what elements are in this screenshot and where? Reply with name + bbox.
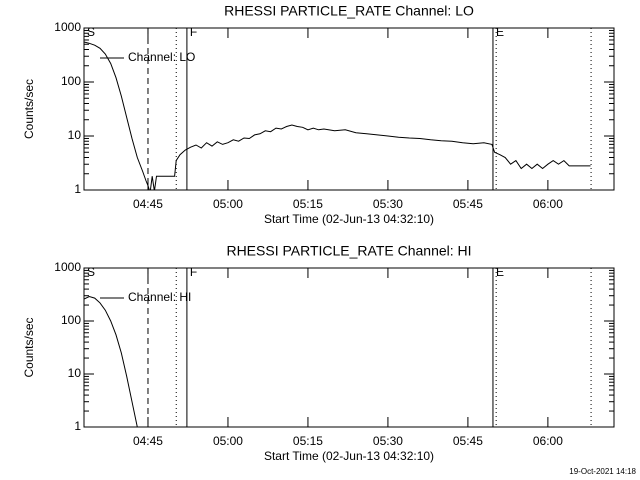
y-tick-label: 100 bbox=[61, 74, 81, 88]
x-tick-label: 04:45 bbox=[133, 197, 163, 211]
x-axis-title: Start Time (02-Jun-13 04:32:10) bbox=[264, 212, 434, 226]
event-marker: S bbox=[87, 25, 95, 39]
chart-title: RHESSI PARTICLE_RATE Channel: LO bbox=[224, 3, 474, 19]
y-axis-title: Counts/sec bbox=[22, 79, 36, 139]
x-axis-title: Start Time (02-Jun-13 04:32:10) bbox=[264, 449, 434, 463]
chart-title: RHESSI PARTICLE_RATE Channel: HI bbox=[226, 243, 471, 259]
timestamp: 19-Oct-2021 14:18 bbox=[569, 467, 636, 476]
x-tick-label: 05:30 bbox=[373, 434, 403, 448]
event-marker: E bbox=[496, 25, 504, 39]
y-tick-label: 100 bbox=[61, 313, 81, 327]
x-tick-label: 06:00 bbox=[533, 434, 563, 448]
x-tick-label: 05:00 bbox=[213, 197, 243, 211]
y-tick-label: 10 bbox=[68, 128, 82, 142]
x-tick-label: 05:30 bbox=[373, 197, 403, 211]
x-tick-label: 05:45 bbox=[453, 434, 483, 448]
y-tick-label: 1 bbox=[74, 419, 81, 433]
x-tick-label: 04:45 bbox=[133, 434, 163, 448]
y-tick-label: 10 bbox=[68, 366, 82, 380]
x-tick-label: 05:15 bbox=[293, 197, 323, 211]
plot-frame bbox=[83, 27, 615, 191]
event-marker: E bbox=[496, 265, 504, 279]
y-tick-label: 1000 bbox=[54, 20, 81, 34]
y-axis-title: Counts/sec bbox=[22, 317, 36, 377]
event-marker: F bbox=[190, 265, 197, 279]
event-marker: S bbox=[87, 265, 95, 279]
y-tick-label: 1000 bbox=[54, 260, 81, 274]
event-marker: F bbox=[190, 25, 197, 39]
data-line bbox=[84, 41, 591, 190]
data-line bbox=[84, 295, 138, 427]
legend-label: Channel: HI bbox=[128, 290, 191, 304]
x-tick-label: 05:00 bbox=[213, 434, 243, 448]
x-tick-label: 05:15 bbox=[293, 434, 323, 448]
x-tick-label: 05:45 bbox=[453, 197, 483, 211]
legend-label: Channel: LO bbox=[128, 50, 195, 64]
plot-frame bbox=[83, 267, 615, 428]
x-tick-label: 06:00 bbox=[533, 197, 563, 211]
y-tick-label: 1 bbox=[74, 182, 81, 196]
